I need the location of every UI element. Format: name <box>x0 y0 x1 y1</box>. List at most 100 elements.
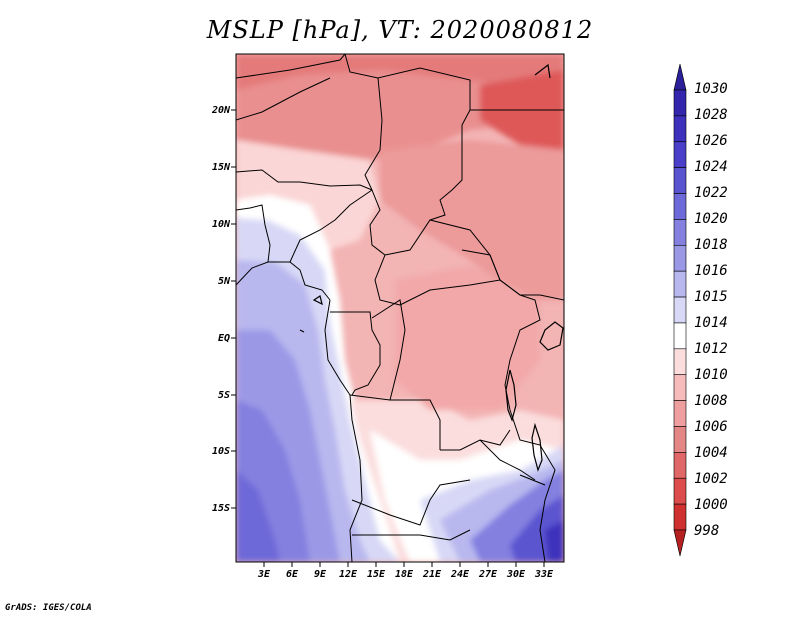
sao-tome-island <box>299 329 305 333</box>
lon-label-33e: 33E <box>534 569 554 580</box>
border-northwest <box>236 54 346 79</box>
border-nigeria-benin <box>236 204 271 263</box>
lake-nasser <box>534 63 551 79</box>
lake-kariba <box>519 474 546 486</box>
border-namibia-south <box>352 529 471 541</box>
border-gabon-congo <box>330 311 381 396</box>
colorbar-segment <box>673 400 687 427</box>
lat-label-eq: EQ <box>218 333 230 344</box>
border-namibia <box>351 479 471 526</box>
lon-label-27e: 27E <box>478 569 498 580</box>
colorbar-label-1024: 1024 <box>694 159 728 175</box>
field-east-1008 <box>380 140 564 300</box>
map-frame <box>235 53 565 563</box>
border-mali-niger <box>236 77 331 121</box>
field-west-1012 <box>236 140 380 250</box>
colorbar-label-1022: 1022 <box>694 185 728 201</box>
boundaries <box>236 54 564 562</box>
colorbar-label-1015: 1015 <box>694 289 728 305</box>
colorbar-segment <box>673 89 687 117</box>
colorbar-segment <box>673 322 687 350</box>
lon-label-21e: 21E <box>422 569 442 580</box>
colorbar <box>673 63 687 557</box>
colorbar-label-1016: 1016 <box>694 263 728 279</box>
map-title: MSLP [hPa], VT: 2020080812 <box>206 16 594 44</box>
lake-tanganyika <box>505 369 517 422</box>
colorbar-label-1002: 1002 <box>694 471 728 487</box>
lon-label-12e: 12E <box>339 569 358 580</box>
colorbar-label-1030: 1030 <box>694 81 728 97</box>
border-nigeria-niger <box>236 169 373 191</box>
colorbar-segment <box>673 374 687 401</box>
border-tanzania-malawi <box>509 409 556 562</box>
field-basin-1010 <box>395 265 540 410</box>
border-zimbabwe <box>479 439 536 481</box>
coast-gulf-guinea <box>236 261 331 301</box>
border-east-drc <box>504 294 541 411</box>
colorbar-label-998: 998 <box>694 523 719 539</box>
border-drc-angola <box>349 394 391 401</box>
colorbar-segment <box>673 477 687 505</box>
lat-label-15n: 15N <box>212 162 231 173</box>
colorbar-label-1012: 1012 <box>694 341 728 357</box>
lon-label-9e: 9E <box>314 569 327 580</box>
colorbar-label-1000: 1000 <box>694 497 728 513</box>
lat-label-5n: 5N <box>218 276 231 287</box>
lake-victoria <box>539 321 564 351</box>
axis-ticks <box>231 109 545 567</box>
colorbar-label-1004: 1004 <box>694 445 728 461</box>
colorbar-segment <box>673 193 687 220</box>
border-uganda <box>539 294 564 301</box>
lon-label-24e: 24E <box>450 569 470 580</box>
colorbar-segment <box>673 452 687 479</box>
colorbar-label-1026: 1026 <box>694 133 728 149</box>
border-congo-drc <box>371 299 441 450</box>
lakes <box>299 63 564 486</box>
colorbar-segment <box>673 244 687 272</box>
lat-label-15s: 15S <box>212 503 230 514</box>
lon-label-18e: 18E <box>395 569 414 580</box>
field-west-1022 <box>236 470 280 562</box>
colorbar-labels: 1030 1028 1026 1024 1022 1020 1018 1016 … <box>694 81 728 539</box>
colorbar-segment <box>673 529 687 557</box>
lat-label-10s: 10S <box>212 446 230 457</box>
colorbar-segment <box>673 426 687 453</box>
lat-label-5s: 5S <box>218 390 230 401</box>
colorbar-segment <box>673 270 687 298</box>
lat-axis: 20N 15N 10N 5N EQ 5S 10S 15S <box>211 105 231 514</box>
colorbar-segment <box>673 167 687 194</box>
lat-label-20n: 20N <box>211 105 231 116</box>
field-se-1026 <box>545 520 564 562</box>
colorbar-segment <box>673 348 687 376</box>
colorbar-segment <box>673 296 687 324</box>
border-nigeria-cameroon <box>289 189 373 263</box>
colorbar-label-1008: 1008 <box>694 393 728 409</box>
colorbar-segment <box>673 63 687 91</box>
colorbar-label-1020: 1020 <box>694 211 728 227</box>
border-cameroon-chad <box>369 189 386 256</box>
lake-malawi <box>531 422 543 472</box>
pressure-field <box>236 54 564 562</box>
colorbar-segment <box>673 219 687 246</box>
border-chad-sudan <box>429 109 471 221</box>
lon-label-15e: 15E <box>367 569 386 580</box>
colorbar-label-1010: 1010 <box>694 367 728 383</box>
lon-label-3e: 3E <box>257 569 271 580</box>
colorbar-label-1028: 1028 <box>694 107 728 123</box>
colorbar-segment <box>673 503 687 531</box>
colorbar-segment <box>673 141 687 168</box>
lon-label-6e: 6E <box>286 569 299 580</box>
lat-label-10n: 10N <box>212 219 231 230</box>
colorbar-segment <box>673 115 687 143</box>
lon-label-30e: 30E <box>506 569 526 580</box>
colorbar-label-1006: 1006 <box>694 419 728 435</box>
grads-credit: GrADS: IGES/COLA <box>5 603 92 613</box>
border-niger-chad <box>364 77 383 191</box>
coast-west-africa <box>324 299 363 562</box>
lon-axis: 3E 6E 9E 12E 15E 18E 21E 24E 27E 30E 33E <box>257 569 554 580</box>
colorbar-label-1018: 1018 <box>694 237 728 253</box>
border-cameroon-car <box>374 254 401 306</box>
bioko-island <box>312 295 323 306</box>
colorbar-label-1014: 1014 <box>694 315 728 331</box>
